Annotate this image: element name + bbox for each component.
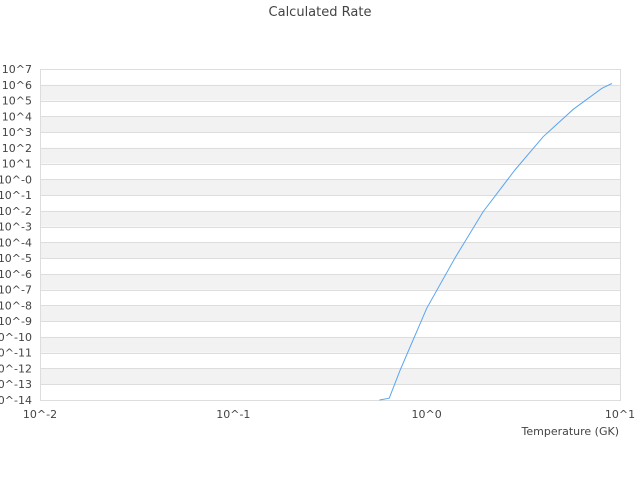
y-tick-label: 10^-3: [0, 221, 32, 234]
y-tick-label: 10^-1: [0, 189, 32, 202]
plot-border: [40, 69, 621, 401]
x-axis-label: Temperature (GK): [521, 425, 620, 438]
series-group: [379, 83, 613, 401]
grid-band: [40, 116, 620, 133]
x-tick-label: 10^0: [412, 408, 442, 421]
y-tick-label: 10^-10: [0, 331, 32, 344]
x-tick-label: 10^-1: [216, 408, 250, 421]
y-tick-label: 10^-13: [0, 378, 32, 391]
y-tick-label: 10^4: [2, 110, 32, 123]
y-tick-label: 10^-0: [0, 173, 32, 186]
grid-bands: [40, 84, 620, 385]
grid-band: [40, 336, 620, 353]
y-tick-label: 10^5: [2, 95, 32, 108]
y-tick-label: 10^2: [2, 142, 32, 155]
series-line: [379, 83, 613, 401]
y-tick-label: 10^-8: [0, 299, 32, 312]
grid-band: [40, 305, 620, 322]
grid-band: [40, 368, 620, 385]
y-tick-label: 10^-12: [0, 362, 32, 375]
grid-band: [40, 179, 620, 196]
grid-band: [40, 84, 620, 101]
chart-title: Calculated Rate: [269, 5, 372, 20]
y-tick-label: 10^7: [2, 63, 32, 76]
y-tick-label: 10^-6: [0, 268, 32, 281]
x-tick-labels: 10^-2 10^-1 10^0 10^1: [23, 408, 635, 421]
x-tick-label: 10^1: [605, 408, 635, 421]
grid-band: [40, 273, 620, 290]
y-tick-labels: 10^7 10^6 10^5 10^4 10^3 10^2 10^1 10^-0 10^-1 10…: [0, 63, 32, 407]
y-tick-label: 10^-9: [0, 315, 32, 328]
y-tick-label: 10^-2: [0, 205, 32, 218]
y-tick-label: 10^-11: [0, 347, 32, 360]
y-tick-label: 10^1: [2, 158, 32, 171]
y-tick-label: 10^-14: [0, 394, 32, 407]
y-tick-label: 10^6: [2, 79, 32, 92]
grid-band: [40, 210, 620, 227]
y-tick-label: 10^3: [2, 126, 32, 139]
y-tick-label: 10^-4: [0, 236, 32, 249]
grid-band: [40, 242, 620, 259]
y-tick-label: 10^-7: [0, 284, 32, 297]
y-tick-label: 10^-5: [0, 252, 32, 265]
grid-band: [40, 147, 620, 164]
x-tick-label: 10^-2: [23, 408, 57, 421]
